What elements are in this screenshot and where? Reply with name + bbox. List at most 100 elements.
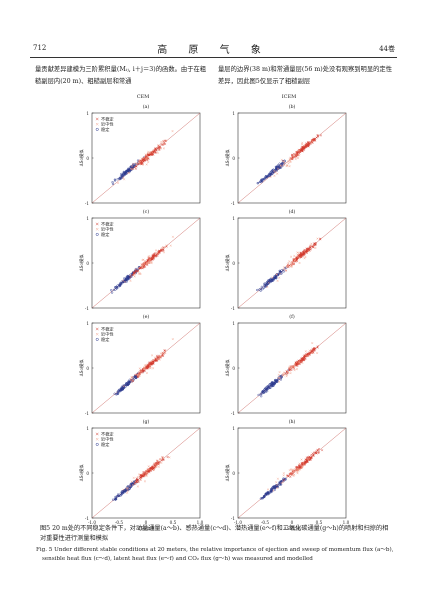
stable-point (271, 381, 274, 384)
near-neutral-point (154, 249, 158, 252)
unstable-point (313, 242, 316, 245)
unstable-point (304, 461, 307, 464)
near-neutral-point (126, 491, 129, 494)
near-neutral-point (278, 276, 281, 279)
legend-marker (95, 222, 99, 226)
stable-point (270, 383, 273, 386)
y-tick-label: 1 (232, 426, 235, 431)
unstable-point (150, 362, 153, 365)
stable-point (270, 173, 273, 176)
unstable-point (321, 449, 324, 452)
near-neutral-point (272, 489, 275, 492)
scatter-plot-svg: (d) 1 0 -1 ΔSo模拟 (224, 208, 347, 311)
legend-marker (95, 437, 99, 441)
unstable-point (312, 454, 315, 457)
near-neutral-point (294, 153, 297, 156)
y-tick-label: 0 (232, 261, 235, 266)
unstable-point (316, 345, 319, 348)
legend-label-near-neutral: 近中性 (101, 226, 114, 233)
near-neutral-point (145, 262, 148, 265)
near-neutral-point (296, 472, 299, 475)
near-neutral-point (275, 483, 278, 487)
near-neutral-point (295, 361, 298, 364)
stable-point (119, 494, 122, 497)
near-neutral-point (160, 246, 164, 250)
near-neutral-point (151, 354, 154, 357)
near-neutral-point (132, 162, 135, 165)
y-tick-label: -1 (231, 411, 235, 416)
legend-label-near-neutral: 近中性 (101, 436, 114, 443)
stable-point (267, 281, 270, 284)
stable-point (279, 378, 283, 381)
near-neutral-point (289, 473, 292, 476)
scatter-panel: (d) 1 0 -1 ΔSo模拟 (224, 208, 352, 318)
near-neutral-point (136, 480, 139, 483)
y-tick-label: -1 (231, 516, 235, 521)
near-neutral-point (288, 365, 292, 368)
near-neutral-point (292, 260, 295, 263)
near-neutral-point (153, 465, 156, 468)
unstable-point (156, 254, 159, 257)
near-neutral-point (309, 244, 312, 247)
near-neutral-point (282, 160, 285, 163)
near-neutral-point (290, 158, 293, 161)
y-axis-label: ΔSo模拟 (78, 359, 85, 377)
near-neutral-point (168, 456, 171, 459)
near-neutral-point (129, 484, 132, 487)
stable-point (111, 498, 115, 501)
near-neutral-point (148, 364, 152, 367)
stable-point (110, 291, 114, 294)
unstable-point (154, 151, 158, 154)
near-neutral-point (292, 474, 295, 477)
near-neutral-point (159, 147, 162, 150)
near-neutral-point (285, 375, 288, 378)
near-neutral-point (159, 458, 162, 461)
unstable-point (155, 149, 158, 152)
near-neutral-point (290, 261, 293, 264)
near-neutral-point (297, 149, 300, 152)
unstable-point (154, 359, 157, 362)
unstable-point (138, 371, 141, 374)
near-neutral-point (123, 178, 126, 181)
stable-point (256, 288, 259, 292)
near-neutral-point (291, 365, 294, 368)
near-neutral-point (154, 356, 157, 359)
near-neutral-point (294, 157, 297, 161)
unstable-point (310, 456, 313, 459)
stable-point (132, 483, 135, 486)
unstable-point (145, 366, 149, 370)
unstable-point (316, 134, 320, 137)
near-neutral-point (295, 260, 298, 263)
near-neutral-point (306, 355, 310, 358)
stable-point (264, 285, 267, 289)
near-neutral-point (302, 463, 305, 467)
stable-point (121, 492, 124, 495)
near-neutral-point (296, 256, 299, 259)
unstable-point (307, 143, 310, 146)
y-tick-label: -1 (231, 201, 235, 206)
near-neutral-point (171, 338, 174, 341)
stable-point (123, 491, 126, 494)
legend-marker (95, 227, 99, 231)
near-neutral-point (146, 155, 149, 159)
y-tick-label: 0 (86, 366, 89, 371)
legend-marker (95, 432, 99, 436)
y-tick-label: 0 (86, 261, 89, 266)
panel-label: (d) (289, 208, 296, 215)
stable-point (270, 490, 274, 493)
stable-point (127, 168, 130, 172)
near-neutral-point (141, 163, 145, 166)
unstable-point (162, 248, 165, 251)
legend-marker (95, 327, 99, 331)
stable-point (262, 389, 265, 392)
near-neutral-point (293, 369, 296, 372)
stable-point (111, 181, 114, 184)
y-axis-label: ΔSo模拟 (224, 254, 231, 272)
near-neutral-point (275, 273, 278, 276)
near-neutral-point (282, 472, 285, 475)
stable-point (114, 498, 117, 501)
near-neutral-point (160, 461, 163, 464)
x-tick-label: 0 (291, 520, 294, 525)
unstable-point (134, 165, 138, 168)
